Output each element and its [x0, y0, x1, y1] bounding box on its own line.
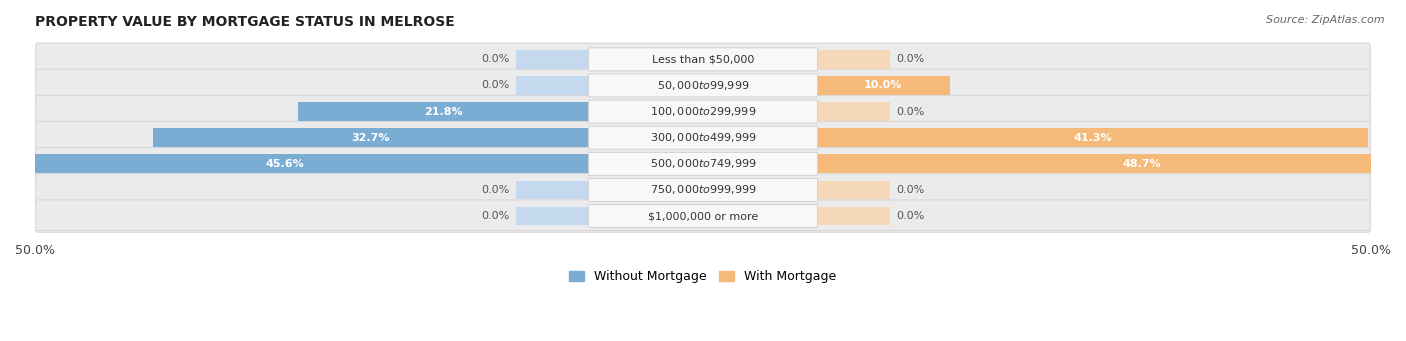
Text: 48.7%: 48.7%	[1122, 159, 1161, 169]
FancyBboxPatch shape	[588, 100, 818, 123]
Text: 32.7%: 32.7%	[352, 133, 391, 143]
Legend: Without Mortgage, With Mortgage: Without Mortgage, With Mortgage	[564, 265, 842, 288]
FancyBboxPatch shape	[35, 69, 1371, 102]
Text: 0.0%: 0.0%	[897, 211, 925, 221]
FancyBboxPatch shape	[588, 48, 818, 71]
FancyBboxPatch shape	[35, 43, 1371, 75]
FancyBboxPatch shape	[35, 148, 1371, 180]
Text: 45.6%: 45.6%	[266, 159, 304, 169]
Bar	[817, 102, 890, 121]
Text: 0.0%: 0.0%	[481, 54, 509, 64]
Text: $1,000,000 or more: $1,000,000 or more	[648, 211, 758, 221]
Bar	[153, 128, 589, 147]
Text: 0.0%: 0.0%	[897, 107, 925, 117]
Text: PROPERTY VALUE BY MORTGAGE STATUS IN MELROSE: PROPERTY VALUE BY MORTGAGE STATUS IN MEL…	[35, 15, 454, 29]
FancyBboxPatch shape	[35, 174, 1371, 206]
Text: 0.0%: 0.0%	[897, 185, 925, 195]
FancyBboxPatch shape	[588, 74, 818, 97]
Bar	[516, 76, 589, 95]
Bar	[817, 76, 950, 95]
Text: 0.0%: 0.0%	[897, 54, 925, 64]
FancyBboxPatch shape	[588, 152, 818, 175]
Text: 21.8%: 21.8%	[425, 107, 463, 117]
Text: 41.3%: 41.3%	[1073, 133, 1112, 143]
FancyBboxPatch shape	[35, 95, 1371, 128]
Text: $50,000 to $99,999: $50,000 to $99,999	[657, 79, 749, 92]
Text: 0.0%: 0.0%	[481, 211, 509, 221]
Bar	[0, 154, 589, 173]
Text: $100,000 to $299,999: $100,000 to $299,999	[650, 105, 756, 118]
Text: $750,000 to $999,999: $750,000 to $999,999	[650, 183, 756, 196]
Bar	[817, 50, 890, 69]
Bar	[817, 128, 1368, 147]
FancyBboxPatch shape	[588, 205, 818, 227]
FancyBboxPatch shape	[588, 178, 818, 202]
Bar	[516, 207, 589, 225]
Bar	[516, 180, 589, 199]
Text: $500,000 to $749,999: $500,000 to $749,999	[650, 157, 756, 170]
Text: 0.0%: 0.0%	[481, 80, 509, 90]
Bar	[817, 180, 890, 199]
Text: $300,000 to $499,999: $300,000 to $499,999	[650, 131, 756, 144]
FancyBboxPatch shape	[35, 121, 1371, 154]
FancyBboxPatch shape	[35, 200, 1371, 232]
Text: Less than $50,000: Less than $50,000	[652, 54, 754, 64]
Text: 10.0%: 10.0%	[865, 80, 903, 90]
Bar	[817, 154, 1406, 173]
Text: 0.0%: 0.0%	[481, 185, 509, 195]
Bar	[516, 50, 589, 69]
Text: Source: ZipAtlas.com: Source: ZipAtlas.com	[1267, 15, 1385, 25]
FancyBboxPatch shape	[588, 126, 818, 149]
Bar	[298, 102, 589, 121]
Bar	[817, 207, 890, 225]
